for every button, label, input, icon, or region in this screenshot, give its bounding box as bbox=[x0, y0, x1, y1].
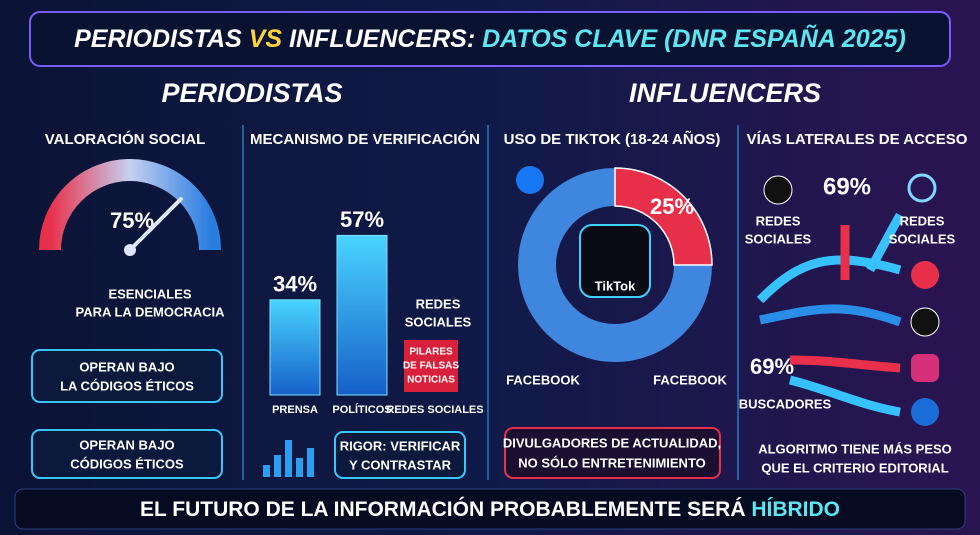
label: BUSCADORES bbox=[739, 396, 832, 411]
gauge-track bbox=[39, 159, 221, 251]
label: REDES bbox=[900, 213, 945, 228]
stat: 69% bbox=[823, 173, 871, 200]
box-text: OPERAN BAJO bbox=[79, 359, 174, 374]
side-label: REDES bbox=[416, 296, 461, 311]
box-text: OPERAN BAJO bbox=[79, 437, 174, 452]
donut-segment bbox=[614, 167, 713, 266]
instagram-icon bbox=[911, 354, 939, 382]
heading: VÍAS LATERALES DE ACCESO bbox=[747, 131, 968, 148]
warning-text: NOTICIAS bbox=[407, 375, 455, 386]
donut-label: FACEBOOK bbox=[653, 372, 727, 387]
side-label: SOCIALES bbox=[405, 314, 472, 329]
box-text: Y CONTRASTAR bbox=[349, 457, 452, 472]
threads-icon bbox=[911, 261, 939, 289]
gauge-needle bbox=[128, 197, 183, 252]
facebook-icon bbox=[516, 166, 544, 194]
footer-bar bbox=[14, 488, 966, 530]
caption: PARA LA DEMOCRACIA bbox=[75, 304, 225, 319]
warning-text: DE FALSAS bbox=[403, 361, 459, 372]
title: PERIODISTAS VS INFLUENCERS: DATOS CLAVE … bbox=[74, 23, 906, 53]
label: SOCIALES bbox=[745, 231, 812, 246]
title-part: PERIODISTAS bbox=[74, 25, 242, 53]
box-text: NO SÓLO ENTRETENIMIENTO bbox=[518, 455, 706, 470]
donut-label: FACEBOOK bbox=[506, 372, 580, 387]
heading: USO DE TIKTOK (18-24 AÑOS) bbox=[504, 130, 721, 148]
box-text: LA CÓDIGOS ÉTICOS bbox=[60, 378, 194, 393]
heading: MECANISMO DE VERIFICACIÓN bbox=[250, 130, 480, 148]
gauge-label: 75% bbox=[110, 208, 154, 233]
heading: VALORACIÓN SOCIAL bbox=[45, 130, 206, 148]
bar-label: 57% bbox=[340, 207, 384, 232]
share-label: 25% bbox=[650, 194, 694, 219]
info-box bbox=[31, 349, 223, 403]
stat: 69% bbox=[750, 354, 794, 379]
caption: ESENCIALES bbox=[108, 286, 191, 301]
bar-label: 34% bbox=[273, 272, 317, 297]
section-title: INFLUENCERS bbox=[629, 78, 821, 108]
search-icon bbox=[911, 398, 939, 426]
category-label: REDES SOCIALES bbox=[386, 404, 483, 416]
box-text: CÓDIGOS ÉTICOS bbox=[70, 456, 184, 471]
x-icon bbox=[763, 175, 793, 205]
box-text: DIVULGADORES DE ACTUALIDAD, bbox=[503, 435, 721, 450]
title-frame bbox=[29, 11, 951, 67]
info-box bbox=[334, 431, 466, 479]
search-icon bbox=[907, 173, 937, 203]
title-part: DATOS CLAVE (DNR ESPAÑA 2025) bbox=[482, 23, 906, 53]
title-part: VS bbox=[249, 25, 283, 53]
warning-box bbox=[404, 340, 458, 392]
section-title: PERIODISTAS bbox=[161, 78, 342, 108]
arrows bbox=[756, 212, 904, 417]
bar bbox=[336, 234, 388, 396]
label: REDES bbox=[756, 213, 801, 228]
bar-icon bbox=[263, 440, 314, 477]
footer: EL FUTURO DE LA INFORMACIÓN PROBABLEMENT… bbox=[140, 497, 840, 521]
box-text: RIGOR: VERIFICAR bbox=[340, 438, 461, 453]
info-box bbox=[504, 427, 721, 479]
logo-box bbox=[579, 224, 651, 298]
category-label: PRENSA bbox=[272, 404, 318, 416]
note: QUE EL CRITERIO EDITORIAL bbox=[761, 460, 948, 475]
info-box bbox=[31, 429, 223, 479]
note: ALGORITMO TIENE MÁS PESO bbox=[758, 441, 952, 456]
x-icon bbox=[910, 307, 940, 337]
gauge-hub bbox=[124, 244, 136, 256]
footer-part: EL FUTURO DE LA INFORMACIÓN PROBABLEMENT… bbox=[140, 497, 746, 521]
bar bbox=[269, 299, 321, 396]
footer-part: HÍBRIDO bbox=[751, 498, 840, 521]
label: SOCIALES bbox=[889, 231, 956, 246]
category-label: POLÍTICOS bbox=[332, 403, 391, 416]
title-part: INFLUENCERS: bbox=[289, 25, 475, 53]
warning-text: PILARES bbox=[409, 347, 453, 358]
logo-text: TikTok bbox=[595, 278, 636, 293]
